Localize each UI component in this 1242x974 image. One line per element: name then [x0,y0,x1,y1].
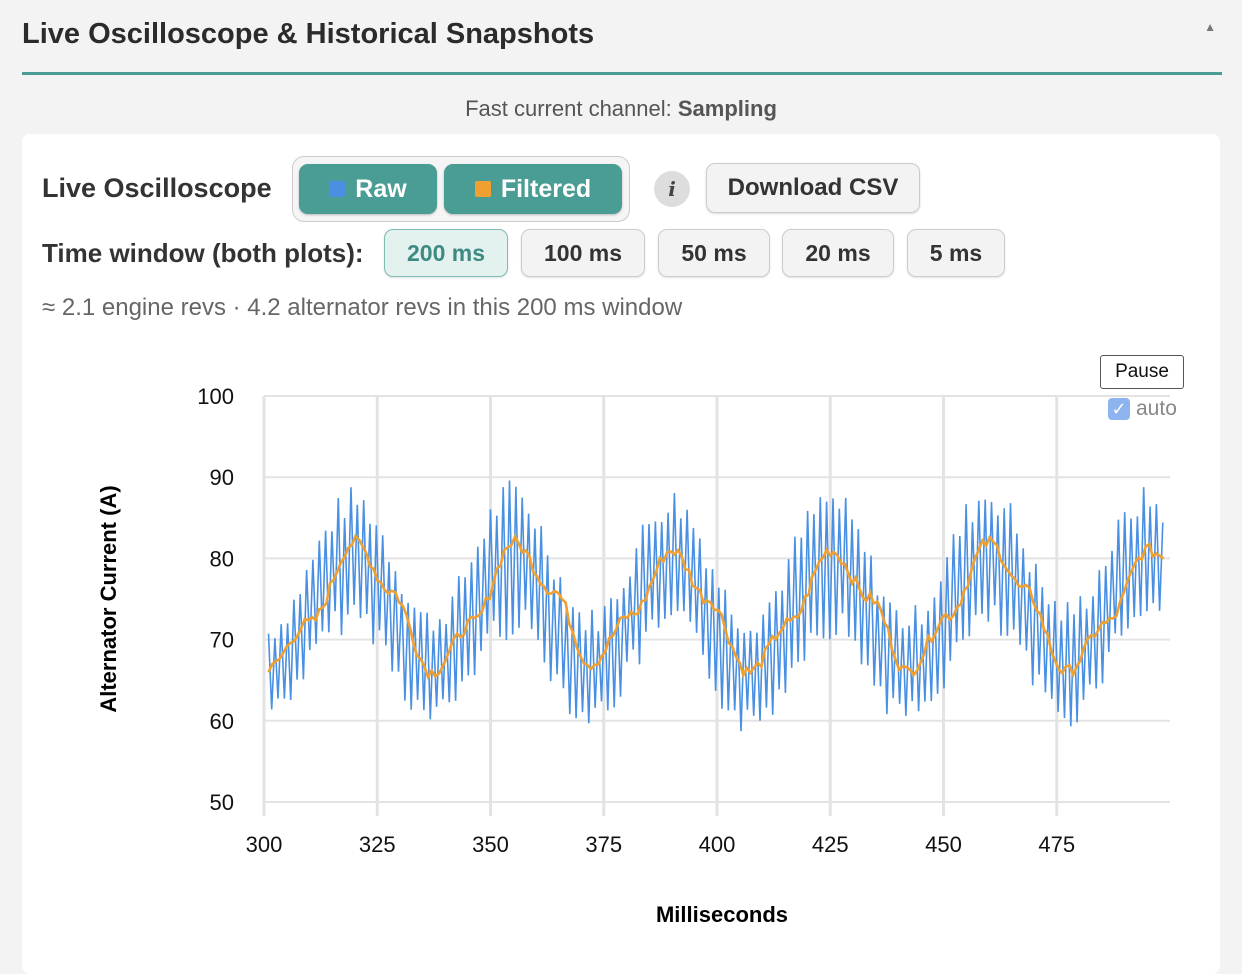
x-tick-label: 300 [246,832,283,857]
oscilloscope-label: Live Oscilloscope [42,173,272,203]
raw-toggle-label: Raw [355,174,407,203]
time-window-label: Time window (both plots): [42,238,364,268]
info-icon[interactable]: i [654,171,690,207]
x-tick-label: 450 [925,832,962,857]
y-tick-label: 50 [210,790,234,815]
oscilloscope-card: Live Oscilloscope Raw Filtered i Downloa… [22,134,1220,974]
x-tick-label: 325 [359,832,396,857]
filtered-swatch-icon [474,181,491,197]
y-tick-label: 70 [210,628,234,653]
x-tick-label: 425 [812,832,849,857]
section-title: Live Oscilloscope & Historical Snapshots [22,18,595,50]
raw-swatch-icon [329,181,346,197]
auto-checkbox[interactable]: ✓ [1108,398,1130,420]
section-header: Live Oscilloscope & Historical Snapshots… [22,0,1222,75]
x-tick-label: 375 [585,832,622,857]
series-toggle-group: Raw Filtered [292,156,630,222]
download-csv-button[interactable]: Download CSV [706,163,920,213]
time-window-50ms-button[interactable]: 50 ms [658,229,770,277]
y-tick-label: 100 [197,384,234,409]
channel-status-label: Fast current channel: [465,96,678,121]
raw-toggle-button[interactable]: Raw [299,164,437,214]
time-window-5ms-button[interactable]: 5 ms [907,229,1005,277]
raw-series-line [267,480,1164,732]
y-tick-label: 80 [210,546,234,571]
y-tick-label: 60 [210,709,234,734]
revs-info-text: ≈ 2.1 engine revs · 4.2 alternator revs … [42,294,683,321]
time-window-100ms-button[interactable]: 100 ms [521,229,645,277]
oscilloscope-chart: 50 60 70 80 90 100 300 325 350 375 400 425 450 475 Mil… [96,384,1170,927]
x-tick-label: 475 [1038,832,1075,857]
time-window-200ms-button[interactable]: 200 ms [384,229,508,277]
y-axis-title: Alternator Current (A) [96,485,121,712]
x-tick-label: 350 [472,832,509,857]
filtered-toggle-label: Filtered [500,174,592,203]
filtered-toggle-button[interactable]: Filtered [444,164,622,214]
time-window-20ms-button[interactable]: 20 ms [782,229,894,277]
collapse-icon[interactable]: ▲ [1204,20,1216,34]
pause-button[interactable]: Pause [1100,355,1184,389]
channel-status-value: Sampling [677,96,777,121]
x-tick-label: 400 [699,832,736,857]
auto-checkbox-label: auto [1136,397,1177,420]
channel-status: Fast current channel: Sampling [0,96,1242,122]
y-tick-label: 90 [210,465,234,490]
filtered-series-line [267,533,1165,681]
x-axis-title: Milliseconds [656,902,788,927]
auto-checkbox-group: ✓ auto [1108,397,1177,421]
